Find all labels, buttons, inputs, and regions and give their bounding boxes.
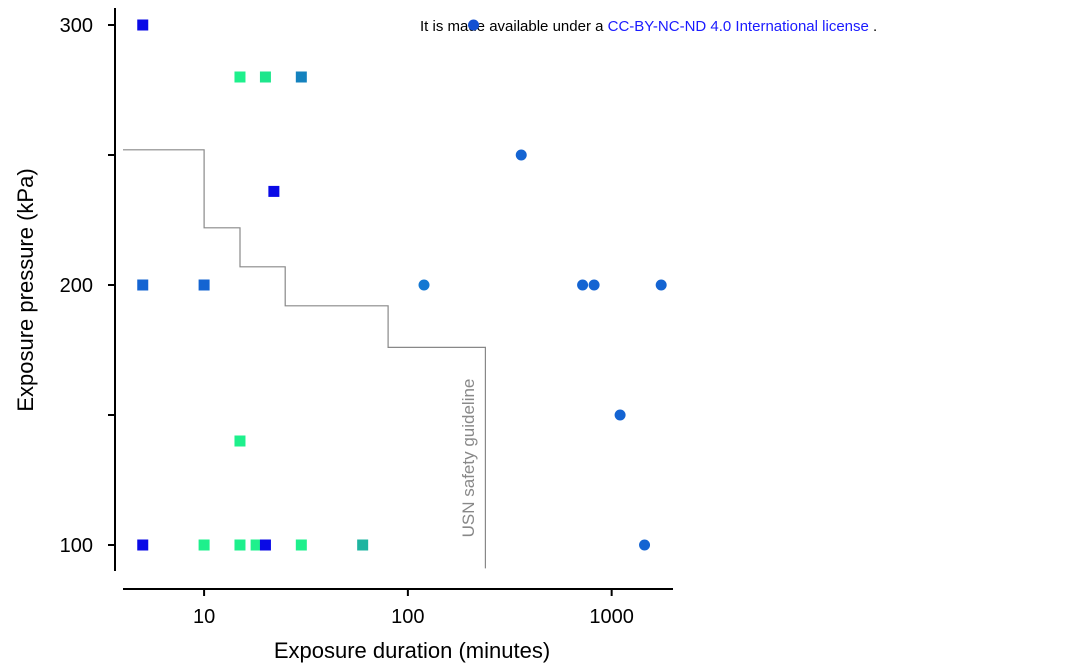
y-tick-label-300: 300: [60, 15, 93, 37]
square-point-1: [234, 71, 246, 83]
axes: 100 200 300 10 100 1000: [60, 8, 673, 628]
circle-point-0: [468, 19, 480, 31]
square-point-3: [295, 71, 307, 83]
circle-point-4: [588, 279, 600, 291]
square-point-12: [259, 539, 271, 551]
license-suffix: .: [873, 18, 878, 35]
square-point-10: [234, 539, 246, 551]
license-notice: It is made available under a CC-BY-NC-ND…: [420, 18, 877, 35]
square-point-11: [250, 539, 262, 551]
circle-point-6: [614, 409, 626, 421]
square-point-14: [357, 539, 369, 551]
square-point-2: [259, 71, 271, 83]
data-points: [137, 19, 667, 551]
square-point-0: [137, 19, 149, 31]
square-point-7: [234, 435, 246, 447]
square-point-9: [198, 539, 210, 551]
square-point-4: [268, 185, 280, 197]
square-point-6: [198, 279, 210, 291]
x-axis-title: Exposure duration (minutes): [274, 638, 550, 663]
x-tick-label-1000: 1000: [589, 606, 634, 628]
guideline-line: [123, 149, 486, 569]
y-axis-title: Exposure pressure (kPa): [13, 168, 38, 411]
x-tick-label-10: 10: [193, 606, 215, 628]
license-prefix: It is made available under a: [420, 18, 604, 35]
y-tick-label-100: 100: [60, 535, 93, 557]
circle-point-5: [655, 279, 667, 291]
circle-point-1: [515, 149, 527, 161]
guideline-label: USN safety guideline: [459, 379, 478, 538]
circle-point-2: [418, 279, 430, 291]
circle-point-3: [577, 279, 589, 291]
square-point-5: [137, 279, 149, 291]
square-point-8: [137, 539, 149, 551]
safety-guideline: USN safety guideline: [123, 149, 486, 569]
license-link[interactable]: CC-BY-NC-ND 4.0 International license: [607, 18, 869, 35]
square-point-13: [295, 539, 307, 551]
circle-point-7: [639, 539, 651, 551]
y-tick-label-200: 200: [60, 275, 93, 297]
x-tick-label-100: 100: [391, 606, 424, 628]
